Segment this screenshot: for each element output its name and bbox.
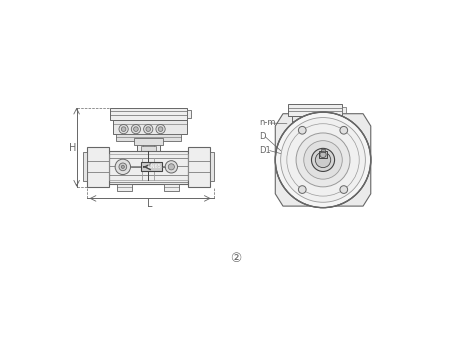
Circle shape	[304, 141, 342, 179]
Bar	[288, 104, 342, 116]
Bar	[140, 162, 162, 171]
Circle shape	[168, 164, 175, 170]
Bar	[109, 151, 188, 184]
Circle shape	[134, 127, 138, 131]
Circle shape	[281, 118, 365, 202]
Circle shape	[122, 165, 124, 168]
Text: ②: ②	[230, 252, 242, 265]
Text: DN65: DN65	[148, 164, 161, 169]
Bar	[110, 107, 187, 120]
Circle shape	[115, 159, 130, 174]
Bar	[109, 154, 188, 180]
Bar	[321, 149, 325, 152]
Bar	[187, 110, 191, 118]
Bar	[137, 141, 160, 151]
Circle shape	[119, 124, 128, 134]
Circle shape	[156, 124, 165, 134]
Bar	[117, 184, 132, 192]
Bar	[342, 107, 346, 113]
Circle shape	[146, 127, 151, 131]
Bar	[164, 184, 179, 192]
Text: n-m: n-m	[259, 118, 275, 127]
Circle shape	[158, 127, 163, 131]
Bar	[188, 147, 210, 187]
Bar	[305, 128, 324, 141]
Text: D1: D1	[259, 146, 271, 155]
Bar	[292, 116, 338, 128]
Bar	[134, 138, 163, 145]
Bar	[83, 152, 87, 182]
Text: H: H	[69, 143, 76, 152]
Circle shape	[119, 163, 127, 171]
Bar	[87, 147, 109, 187]
Circle shape	[298, 186, 306, 193]
Bar	[140, 146, 156, 151]
Circle shape	[131, 124, 140, 134]
Text: D: D	[259, 132, 266, 141]
Text: L: L	[147, 199, 153, 209]
Circle shape	[298, 126, 306, 134]
Circle shape	[340, 186, 348, 193]
Polygon shape	[275, 114, 371, 206]
Bar	[210, 152, 214, 182]
Bar	[113, 120, 187, 134]
Circle shape	[340, 126, 348, 134]
Circle shape	[122, 127, 126, 131]
Bar	[116, 134, 180, 141]
Circle shape	[275, 112, 371, 208]
Circle shape	[311, 148, 335, 171]
Circle shape	[315, 152, 331, 168]
Circle shape	[144, 124, 153, 134]
Circle shape	[296, 133, 350, 187]
Bar	[319, 151, 327, 159]
Circle shape	[165, 161, 177, 173]
